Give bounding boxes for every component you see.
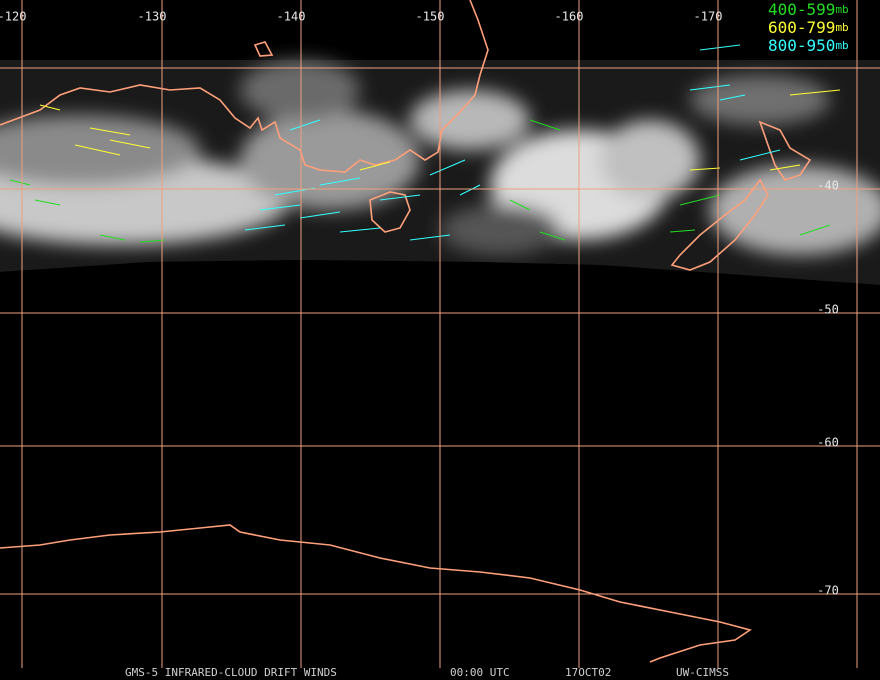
latitude-label: -70 <box>817 584 839 598</box>
footer-text: GMS-5 INFRARED-CLOUD DRIFT WINDS <box>125 666 337 679</box>
footer-text: UW-CIMSS <box>676 666 729 679</box>
cloud-imagery <box>0 60 880 680</box>
latitude-label: -40 <box>817 179 839 193</box>
legend-unit: mb <box>835 21 848 34</box>
longitude-label: -170 <box>694 10 723 24</box>
longitude-label: -130 <box>138 10 167 24</box>
footer-text: 00:00 UTC <box>450 666 510 679</box>
legend-entry: 800-950mb <box>768 36 849 55</box>
legend-range: 600-799 <box>768 18 835 37</box>
latitude-label: -60 <box>817 436 839 450</box>
coastlines <box>0 0 812 663</box>
longitude-label: -150 <box>416 10 445 24</box>
legend-range: 800-950 <box>768 36 835 55</box>
labels: -120 -130 -140 -150 -160 -170 -40 -50 -60 -70 400-… <box>0 0 849 679</box>
longitude-label: -140 <box>277 10 306 24</box>
longitude-label: -160 <box>555 10 584 24</box>
longitude-label: -120 <box>0 10 26 24</box>
legend-range: 400-599 <box>768 0 835 19</box>
legend-entry: 400-599mb <box>768 0 849 19</box>
footer-text: 17OCT02 <box>565 666 611 679</box>
legend-unit: mb <box>835 3 848 16</box>
wind-barbs <box>9 44 841 243</box>
legend-unit: mb <box>835 39 848 52</box>
legend-entry: 600-799mb <box>768 18 849 37</box>
latitude-label: -50 <box>817 303 839 317</box>
